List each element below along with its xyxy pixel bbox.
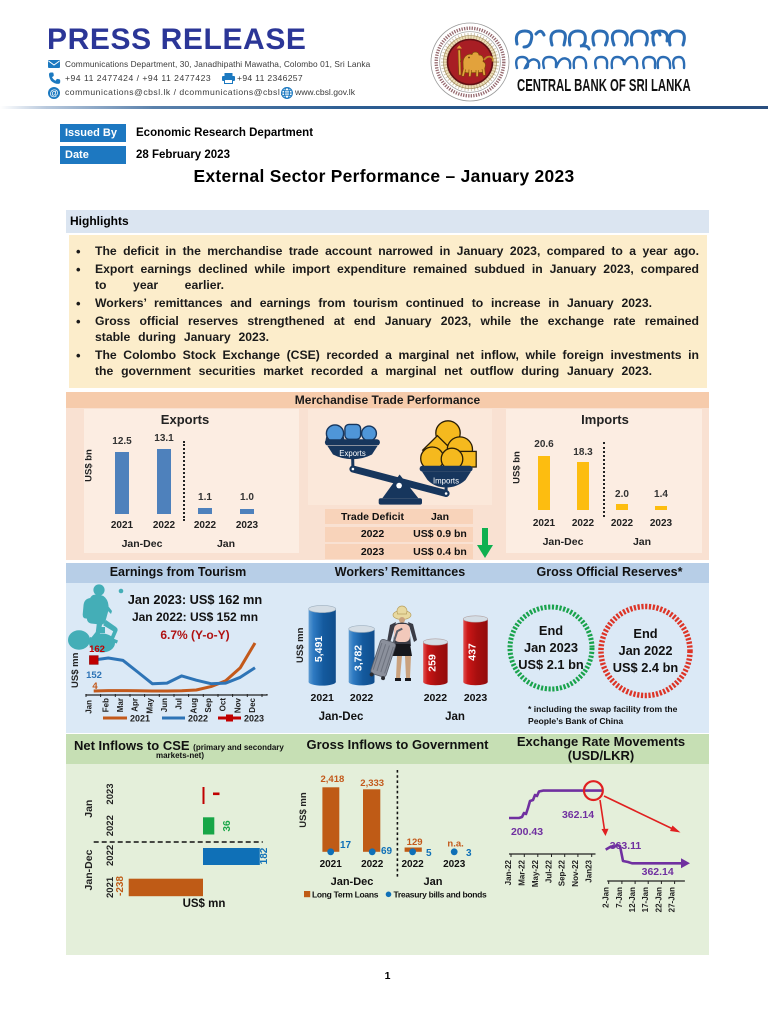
svg-text:Treasury bills and bonds: Treasury bills and bonds	[394, 890, 488, 900]
svg-text:17-Jan: 17-Jan	[641, 887, 650, 912]
svg-text:22-Jan: 22-Jan	[654, 887, 663, 912]
svg-text:Sep: Sep	[204, 698, 213, 713]
svg-text:Oct: Oct	[219, 698, 228, 712]
svg-text:Jan23: Jan23	[585, 859, 594, 882]
svg-text:Mar-22: Mar-22	[517, 859, 526, 885]
svg-text:Jan 2022: Jan 2022	[618, 643, 672, 658]
svg-text:US$ 2.4 bn: US$ 2.4 bn	[613, 660, 679, 675]
svg-text:May: May	[145, 697, 154, 713]
svg-text:Jul-22: Jul-22	[545, 859, 554, 883]
svg-text:Jan: Jan	[85, 700, 94, 714]
svg-text:Jan 2023: Jan 2023	[524, 640, 578, 655]
svg-text:362.14: 362.14	[642, 866, 674, 878]
svg-text:259: 259	[426, 654, 438, 672]
svg-text:End: End	[539, 623, 563, 638]
svg-text:Apr: Apr	[131, 698, 140, 712]
svg-text:Feb: Feb	[101, 698, 110, 712]
svg-text:-238: -238	[115, 876, 126, 896]
svg-text:Jan-Dec: Jan-Dec	[83, 849, 95, 890]
svg-text:69: 69	[381, 846, 393, 857]
svg-text:5,491: 5,491	[313, 636, 325, 662]
svg-text:5: 5	[426, 848, 432, 859]
svg-text:7-Jan: 7-Jan	[615, 887, 624, 908]
svg-text:437: 437	[467, 643, 479, 661]
svg-text:12-Jan: 12-Jan	[628, 887, 637, 912]
svg-text:Jan 2022: US$ 152 mn: Jan 2022: US$ 152 mn	[132, 610, 258, 624]
svg-text:Nov: Nov	[233, 697, 242, 713]
svg-text:Nov-22: Nov-22	[571, 859, 580, 886]
svg-text:Exports: Exports	[339, 449, 366, 458]
svg-text:2021: 2021	[105, 876, 116, 898]
svg-text:* including the swap facility: * including the swap facility from the	[528, 704, 678, 714]
svg-text:363.11: 363.11	[610, 840, 642, 852]
svg-text:Jan: Jan	[424, 876, 443, 888]
svg-text:2022: 2022	[350, 692, 374, 704]
svg-text:2022: 2022	[188, 714, 208, 724]
svg-text:People’s Bank of China: People’s Bank of China	[528, 716, 623, 726]
svg-text:Long Term Loans: Long Term Loans	[312, 890, 379, 900]
svg-text:Jun: Jun	[160, 698, 169, 712]
svg-text:2,333: 2,333	[360, 778, 384, 789]
svg-text:May-22: May-22	[531, 859, 540, 887]
svg-text:3: 3	[466, 848, 472, 859]
svg-text:2022: 2022	[424, 692, 448, 704]
svg-text:2023: 2023	[443, 859, 466, 870]
svg-text:US$ mn: US$ mn	[183, 898, 226, 910]
svg-text:Jan: Jan	[445, 711, 465, 723]
svg-text:362.14: 362.14	[562, 809, 594, 821]
svg-text:Mar: Mar	[116, 698, 125, 712]
svg-text:End: End	[633, 626, 657, 641]
svg-text:2021: 2021	[320, 859, 343, 870]
svg-text:2,418: 2,418	[321, 774, 345, 785]
svg-text:Aug: Aug	[189, 698, 198, 714]
svg-text:Jan 2023: US$ 162 mn: Jan 2023: US$ 162 mn	[128, 592, 263, 607]
svg-text:129: 129	[407, 837, 423, 848]
svg-text:Imports: Imports	[433, 477, 459, 486]
svg-text:Dec: Dec	[248, 697, 257, 712]
svg-text:Jan-Dec: Jan-Dec	[331, 876, 374, 888]
svg-text:2022: 2022	[361, 859, 384, 870]
svg-text:4: 4	[92, 681, 98, 692]
svg-text:2023: 2023	[464, 692, 488, 704]
svg-text:2022: 2022	[105, 815, 116, 836]
svg-text:Jan: Jan	[83, 800, 95, 818]
svg-text:17: 17	[340, 840, 352, 851]
svg-text:200.43: 200.43	[511, 826, 543, 838]
svg-text:182: 182	[259, 847, 270, 864]
svg-text:2-Jan: 2-Jan	[602, 887, 611, 908]
svg-text:US$ mn: US$ mn	[298, 792, 309, 828]
svg-text:2023: 2023	[244, 714, 264, 724]
svg-text:27-Jan: 27-Jan	[668, 887, 677, 912]
svg-text:36: 36	[222, 820, 233, 832]
svg-text:162: 162	[89, 644, 105, 655]
svg-text:US$ mn: US$ mn	[70, 652, 81, 688]
svg-text:3,782: 3,782	[353, 645, 365, 671]
svg-text:2022: 2022	[105, 845, 116, 866]
svg-text:US$ mn: US$ mn	[295, 627, 306, 663]
svg-text:Sep-22: Sep-22	[558, 859, 567, 886]
svg-text:n.a.: n.a.	[447, 839, 463, 850]
svg-text:2021: 2021	[311, 692, 335, 704]
svg-text:2021: 2021	[130, 714, 150, 724]
svg-text:152: 152	[86, 670, 102, 681]
svg-text:6.7% (Y-o-Y): 6.7% (Y-o-Y)	[160, 628, 229, 642]
svg-text:US$ 2.1 bn: US$ 2.1 bn	[518, 657, 584, 672]
svg-text:2023: 2023	[105, 783, 116, 804]
svg-text:Jan-22: Jan-22	[505, 859, 513, 885]
svg-text:Jan-Dec: Jan-Dec	[319, 711, 364, 723]
svg-text:Jul: Jul	[175, 698, 184, 710]
svg-text:2022: 2022	[401, 859, 424, 870]
